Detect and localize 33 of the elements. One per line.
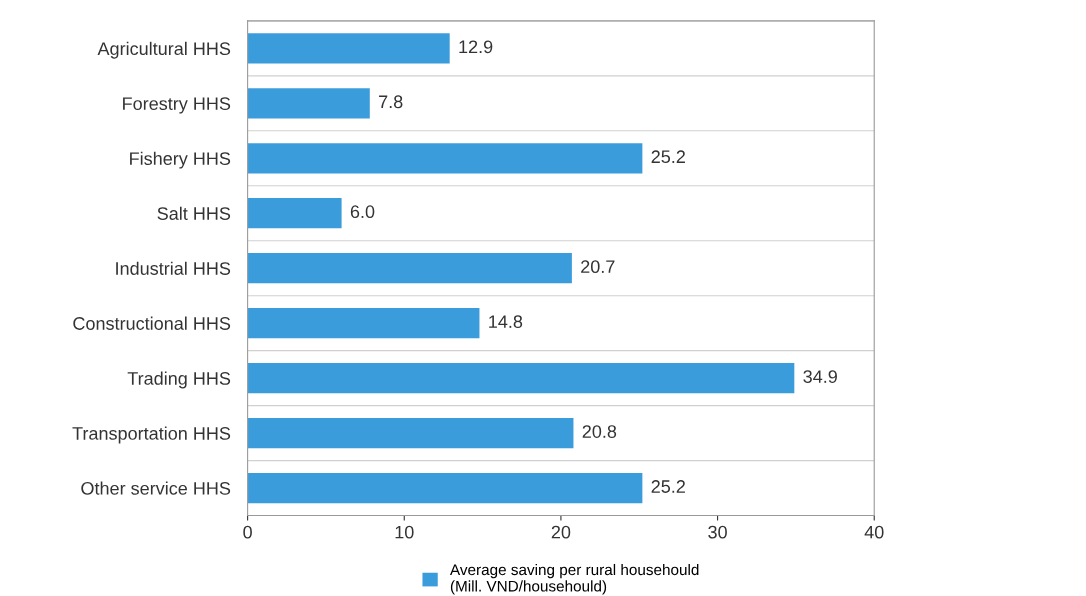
y-tick-label: Other service HHS [81, 481, 231, 495]
bar [247, 417, 574, 449]
y-tick-label: Agricultural HHS [97, 41, 231, 59]
legend-label: Average saving per rural househould (Mill. VND/househould) [450, 563, 699, 595]
bar [247, 253, 572, 284]
data-label: 20.7 [581, 260, 615, 274]
x-tick-label: 40 [864, 525, 884, 539]
bar [247, 198, 342, 229]
data-label: 34.9 [803, 370, 837, 383]
y-tick-label: Transportation HHS [72, 426, 231, 444]
data-label: 7.8 [379, 95, 403, 109]
x-tick-label: 20 [551, 525, 571, 539]
bar [247, 472, 643, 504]
data-label: 14.8 [489, 315, 523, 329]
x-tick-label: 10 [395, 525, 414, 539]
bar [247, 88, 370, 119]
data-label: 20.8 [582, 425, 617, 438]
bar [247, 308, 480, 339]
y-tick-label: Forestry HHS [123, 97, 231, 114]
data-label: 25.2 [651, 150, 685, 164]
bar [247, 143, 643, 174]
y-tick-label: Fishery HHS [130, 151, 231, 169]
x-tick-label: 0 [243, 525, 252, 539]
x-tick-label: 30 [708, 525, 727, 539]
y-tick-label: Industrial HHS [116, 261, 231, 275]
data-label: 12.9 [459, 40, 493, 54]
data-label: 25.2 [651, 480, 685, 493]
y-tick-label: Constructional HHS [73, 316, 231, 330]
data-label: 6.0 [350, 205, 375, 219]
bar [247, 33, 450, 64]
y-tick-label: Trading HHS [127, 371, 231, 389]
y-tick-label: Salt HHS [157, 206, 231, 220]
bar [247, 363, 795, 394]
